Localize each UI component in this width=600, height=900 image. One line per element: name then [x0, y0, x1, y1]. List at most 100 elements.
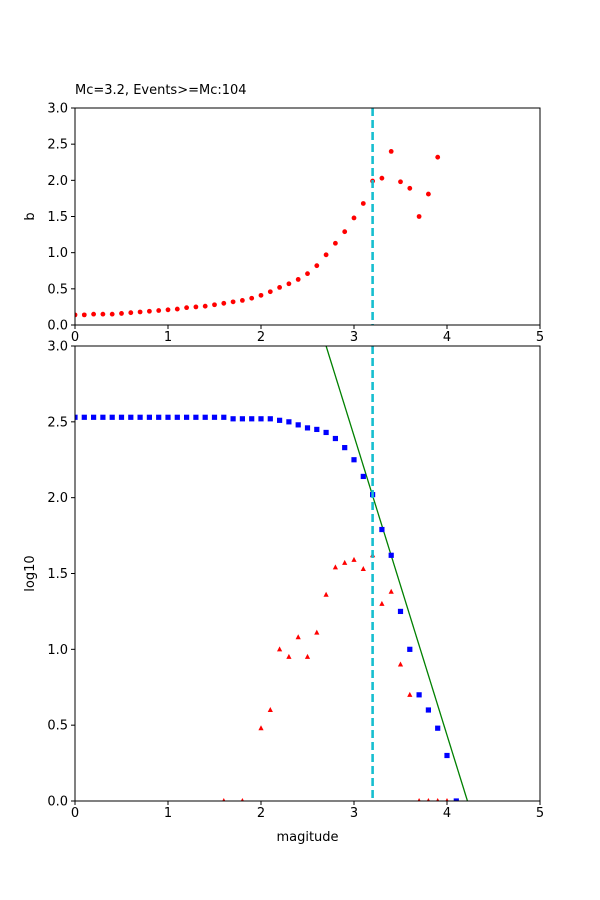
data-point: [240, 298, 245, 303]
data-point: [379, 600, 385, 606]
bvalue-panel: 0 1 2 3 4 5 0.0 0.5 1.0 1.5 2.0 2.5 3.0 Mc=3.2, Event…: [23, 83, 544, 345]
y-axis-label: b: [23, 212, 38, 220]
data-point: [119, 311, 124, 316]
data-point: [91, 414, 97, 420]
data-point: [202, 303, 208, 309]
data-point: [426, 191, 431, 197]
y-tick-label: 3.0: [47, 102, 68, 117]
x-tick-label: 3: [350, 806, 358, 821]
data-point: [342, 229, 348, 235]
y-tick-label: 0.5: [47, 719, 68, 734]
data-point: [91, 311, 96, 317]
data-point: [314, 629, 320, 635]
data-point: [332, 564, 338, 570]
data-point: [146, 414, 152, 420]
data-point: [75, 312, 78, 318]
data-point: [286, 653, 292, 659]
data-point: [239, 416, 245, 422]
data-point: [118, 414, 125, 420]
data-point: [258, 292, 264, 298]
series-1: [222, 552, 449, 801]
data-point: [360, 473, 366, 480]
data-point: [184, 305, 190, 311]
data-point: [137, 309, 143, 315]
data-point: [249, 416, 255, 422]
data-point: [128, 414, 134, 420]
y-tick-label: 2.0: [47, 491, 68, 506]
data-point: [407, 646, 413, 652]
y-tick-label: 1.0: [47, 643, 68, 658]
data-point: [109, 311, 115, 317]
data-point: [351, 215, 357, 221]
data-point: [174, 306, 180, 312]
data-point: [128, 310, 134, 316]
data-point: [379, 526, 385, 533]
y-tick-label: 0.5: [47, 282, 68, 297]
data-point: [333, 240, 338, 246]
data-point: [258, 725, 264, 731]
data-point: [184, 414, 190, 420]
data-point: [221, 414, 227, 420]
data-point: [240, 798, 244, 801]
x-tick-label: 5: [536, 806, 544, 821]
x-tick-label: 1: [164, 806, 172, 821]
data-point: [388, 552, 394, 558]
data-point: [444, 752, 450, 759]
x-tick-label: 2: [257, 330, 265, 345]
data-point: [416, 692, 422, 698]
data-point: [81, 414, 87, 420]
data-point: [221, 300, 227, 306]
data-point: [388, 149, 394, 154]
data-point: [323, 252, 329, 258]
data-point: [81, 312, 87, 318]
data-point: [407, 691, 413, 697]
data-point: [267, 707, 273, 712]
data-point: [137, 414, 143, 420]
x-tick-label: 2: [257, 806, 265, 821]
data-point: [211, 414, 218, 420]
y-tick-label: 0.0: [47, 319, 68, 334]
y-tick-label: 0.0: [47, 795, 68, 810]
data-point: [249, 295, 255, 301]
data-point: [295, 422, 301, 428]
data-point: [332, 435, 338, 442]
data-point: [156, 414, 162, 420]
data-point: [417, 798, 421, 801]
data-point: [425, 707, 431, 713]
data-point: [230, 416, 236, 422]
x-tick-label: 4: [443, 330, 451, 345]
data-point: [388, 588, 394, 594]
data-point: [193, 304, 199, 310]
data-point: [277, 284, 282, 290]
data-point: [258, 416, 264, 422]
data-point: [397, 661, 404, 667]
data-point: [109, 414, 115, 420]
data-point: [230, 299, 236, 305]
data-point: [212, 302, 217, 308]
data-point: [342, 559, 348, 565]
data-point: [100, 414, 106, 420]
x-axis-label: magitude: [276, 830, 338, 845]
y-tick-label: 1.5: [47, 210, 68, 225]
data-point: [416, 214, 422, 219]
data-point: [305, 271, 310, 277]
y-tick-label: 2.5: [47, 415, 68, 430]
data-point: [360, 201, 366, 206]
chart-title: Mc=3.2, Events>=Mc:104: [75, 83, 247, 98]
data-point: [267, 289, 273, 295]
y-tick-label: 1.5: [47, 567, 68, 582]
data-point: [267, 416, 273, 422]
data-point: [314, 263, 320, 269]
data-point: [360, 565, 366, 571]
data-point: [147, 308, 152, 314]
x-tick-label: 3: [350, 330, 358, 345]
data-point: [277, 417, 283, 423]
data-point: [165, 414, 171, 420]
data-point: [100, 311, 106, 317]
data-point: [435, 154, 441, 160]
x-tick-label: 0: [71, 330, 79, 345]
data-point: [314, 426, 320, 433]
data-point: [202, 414, 208, 420]
data-point: [222, 798, 226, 801]
